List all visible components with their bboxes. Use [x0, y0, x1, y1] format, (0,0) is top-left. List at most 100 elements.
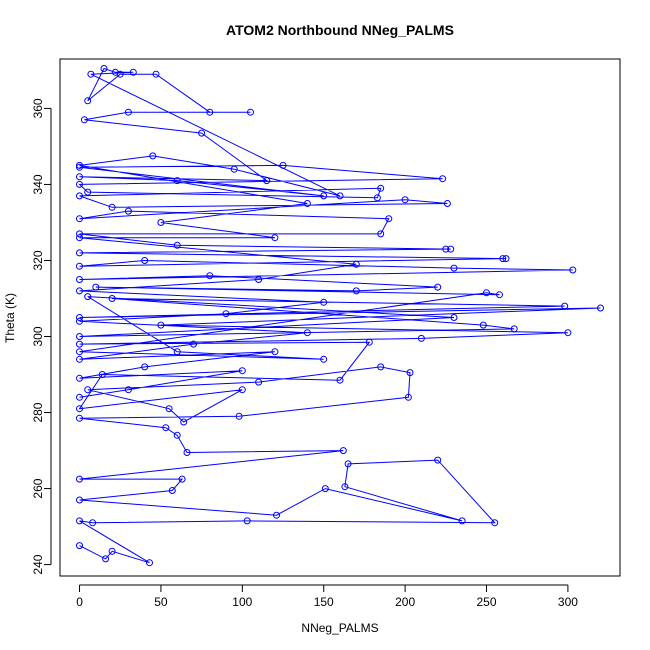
data-point: [271, 348, 279, 356]
data-point: [243, 517, 251, 525]
data-point: [336, 192, 344, 200]
data-point: [165, 405, 173, 413]
data-point: [76, 496, 83, 504]
data-point: [76, 173, 83, 181]
data-point: [152, 70, 160, 78]
data-point: [450, 314, 458, 321]
y-tick-label: 360: [31, 98, 45, 118]
data-point: [76, 374, 83, 382]
data-point: [76, 314, 83, 321]
data-point: [76, 517, 83, 525]
data-point: [263, 177, 271, 185]
data-point: [496, 291, 503, 299]
data-point: [76, 276, 83, 283]
data-point: [76, 249, 83, 257]
data-point: [377, 363, 385, 371]
y-tick-label: 320: [31, 250, 45, 270]
data-point: [76, 180, 83, 188]
y-tick-label: 280: [31, 402, 45, 422]
y-tick-label: 340: [31, 174, 45, 194]
data-point: [76, 287, 83, 295]
y-tick-label: 260: [31, 478, 45, 498]
data-point: [84, 293, 92, 301]
data-point: [124, 207, 132, 215]
data-point: [76, 262, 83, 270]
data-point: [84, 386, 92, 394]
data-point: [510, 325, 518, 333]
data-point: [352, 287, 360, 295]
chart-title: ATOM2 Northbound NNeg_PALMS: [226, 22, 454, 38]
data-point: [92, 283, 100, 291]
data-point: [491, 519, 499, 527]
data-point: [76, 161, 83, 169]
data-point: [173, 241, 181, 249]
data-point: [76, 355, 83, 363]
data-point: [320, 355, 328, 363]
data-point: [365, 338, 373, 346]
data-point: [564, 329, 572, 337]
data-point: [499, 255, 507, 263]
data-point: [483, 289, 490, 297]
data-point: [401, 196, 409, 204]
x-tick-label: 200: [395, 595, 415, 609]
x-tick-label: 300: [558, 595, 578, 609]
data-point: [502, 255, 510, 263]
data-point: [108, 203, 116, 211]
data-point: [124, 108, 132, 116]
data-point: [76, 215, 83, 223]
data-point: [341, 483, 349, 491]
data-point: [417, 334, 425, 342]
data-point: [124, 386, 132, 394]
data-point: [76, 317, 83, 325]
data-point: [442, 245, 450, 253]
x-tick-label: 50: [154, 595, 168, 609]
data-point: [206, 108, 214, 116]
data-point: [76, 348, 83, 356]
data-point: [80, 116, 88, 124]
data-point: [439, 175, 447, 183]
data-point: [434, 283, 442, 291]
data-point: [98, 371, 106, 378]
data-point: [141, 257, 149, 264]
data-point: [222, 310, 230, 318]
data-point: [373, 194, 381, 202]
data-point: [377, 230, 385, 238]
x-tick-label: 100: [232, 595, 252, 609]
data-point: [255, 276, 263, 283]
data-point: [271, 234, 279, 242]
data-point: [178, 475, 186, 483]
data-point: [102, 555, 110, 563]
data-point: [273, 511, 280, 519]
data-point: [76, 542, 83, 550]
x-tick-label: 0: [76, 595, 83, 609]
data-point: [183, 449, 191, 456]
data-point: [597, 304, 604, 312]
data-point: [76, 163, 83, 171]
data-point: [404, 393, 412, 401]
data-point: [84, 188, 92, 196]
data-point: [255, 378, 263, 386]
plot-frame: [59, 58, 621, 577]
data-point: [157, 321, 165, 329]
data-point: [303, 329, 311, 337]
data-point: [76, 475, 83, 483]
data-point: [458, 517, 466, 525]
data-point: [450, 264, 458, 272]
data-point: [352, 260, 360, 268]
data-point: [180, 418, 188, 426]
data-point: [230, 165, 238, 173]
y-tick-label: 240: [31, 554, 45, 574]
data-point: [149, 152, 157, 160]
data-point: [76, 340, 83, 348]
data-point: [320, 298, 328, 306]
data-point: [303, 200, 311, 207]
data-point: [141, 363, 149, 371]
data-point: [168, 487, 176, 494]
data-point: [321, 485, 329, 493]
data-point: [569, 266, 577, 274]
data-point: [320, 192, 328, 200]
data-point: [434, 456, 442, 464]
data-point: [479, 321, 487, 329]
